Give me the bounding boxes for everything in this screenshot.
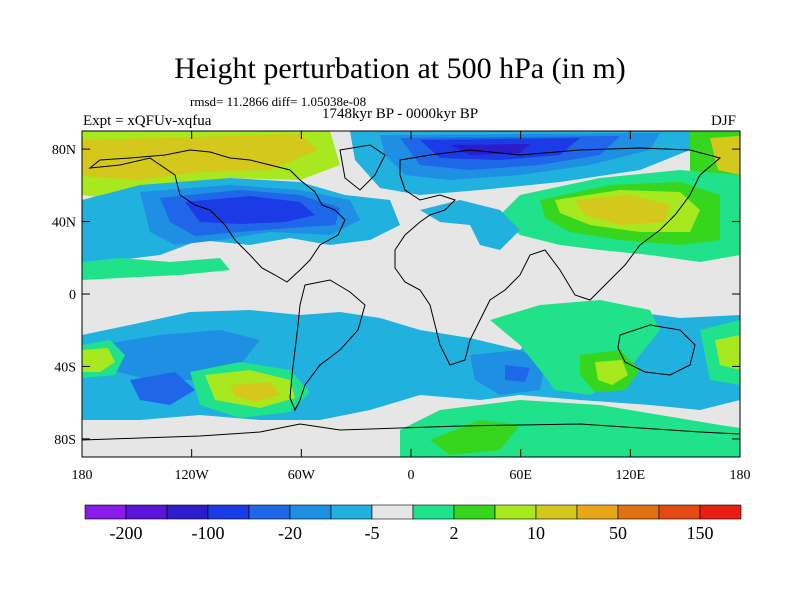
field-region <box>82 348 115 372</box>
field-region <box>575 195 670 225</box>
field-region <box>710 136 740 175</box>
colorbar-swatch <box>289 504 332 520</box>
colorbar-swatch <box>371 504 414 520</box>
lat-tick-label: 40N <box>52 216 76 231</box>
colorbar-swatch <box>617 504 660 520</box>
lon-tick-label: 60W <box>288 468 316 483</box>
field-region <box>450 144 530 155</box>
lon-tick-label: 0 <box>408 468 415 483</box>
north-america-coast <box>88 149 346 283</box>
colorbar-swatch <box>494 504 537 520</box>
lat-tick-label: 80N <box>52 143 76 158</box>
lat-tick-label: 80S <box>54 433 76 448</box>
coastlines <box>82 144 740 441</box>
lon-axis: 180 120W 60W 0 60E 120E 180 <box>72 131 751 483</box>
field-region <box>82 258 230 280</box>
field-region <box>715 335 740 370</box>
experiment-label: Expt = xQFUv-xqfua <box>83 113 212 129</box>
lon-tick-label: 60E <box>509 468 532 483</box>
field-region <box>595 360 628 385</box>
colorbar-label: -20 <box>278 523 302 543</box>
colorbar-label: 150 <box>687 523 714 543</box>
colorbar-swatch <box>84 504 127 520</box>
season-label: DJF <box>711 113 737 129</box>
colorbar-label: 10 <box>527 523 545 543</box>
period-label: 1748kyr BP - 0000kyr BP <box>322 106 479 122</box>
colorbar-label: -5 <box>365 523 380 543</box>
colorbar-swatch <box>207 504 250 520</box>
field-region <box>420 200 520 250</box>
field-region <box>430 420 520 455</box>
greenland-coast <box>339 144 386 191</box>
colorbar-swatch <box>576 504 619 520</box>
colorbar-swatch <box>248 504 291 520</box>
lat-tick-label: 40S <box>54 360 76 375</box>
colorbar-swatch <box>412 504 455 520</box>
lat-axis: 80N 40N 0 40S 80S <box>52 143 740 448</box>
colorbar: -200 -100 -20 -5 2 10 50 150 <box>84 504 742 543</box>
lon-tick-label: 180 <box>730 468 751 483</box>
colorbar-label: 2 <box>450 523 459 543</box>
field-region <box>130 372 195 405</box>
south-america-coast <box>289 279 366 412</box>
colorbar-swatch <box>330 504 373 520</box>
eurasia-africa-coast <box>394 147 722 366</box>
colorbar-label: -100 <box>192 523 225 543</box>
plot-title: Height perturbation at 500 hPa (in m) <box>174 52 626 85</box>
colorbar-swatch <box>658 504 701 520</box>
field-region <box>505 365 530 382</box>
field-region <box>230 382 280 402</box>
colorbar-swatch <box>125 504 168 520</box>
colorbar-swatch <box>166 504 209 520</box>
colorbar-swatch <box>453 504 496 520</box>
field-region <box>82 134 318 180</box>
colorbar-swatch <box>699 504 742 520</box>
stats-label: rmsd= 11.2866 diff= 1.05038e-08 <box>190 94 367 109</box>
colorbar-label: -200 <box>110 523 143 543</box>
lon-tick-label: 120W <box>175 468 210 483</box>
lon-tick-label: 180 <box>72 468 93 483</box>
colorbar-swatch <box>535 504 578 520</box>
lon-tick-label: 120E <box>616 468 646 483</box>
perturbation-field <box>82 131 740 457</box>
lat-tick-label: 0 <box>69 288 76 303</box>
australia-coast <box>617 324 696 376</box>
colorbar-label: 50 <box>609 523 627 543</box>
antarctica-coast <box>82 423 740 441</box>
